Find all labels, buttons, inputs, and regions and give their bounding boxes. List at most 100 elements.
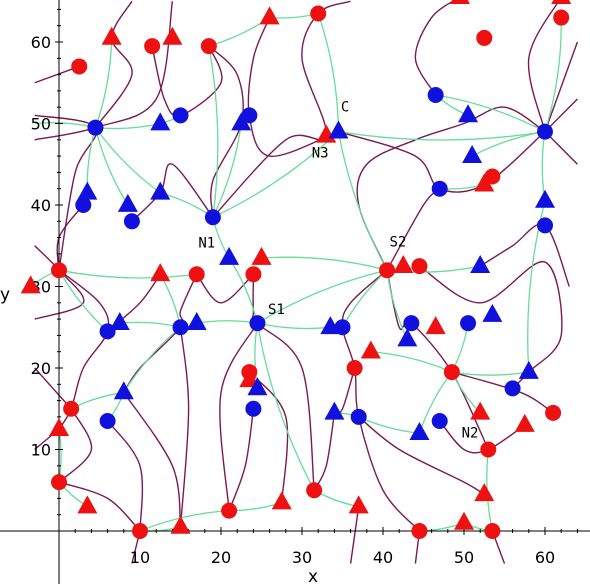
green-edge (119, 321, 181, 328)
blue-triangle-marker (247, 377, 268, 396)
node-label-layer: C N3 N1 S2 S1 N2 (198, 99, 478, 441)
red-triangle-marker (454, 511, 474, 530)
purple-curve (386, 188, 441, 271)
purple-curve (451, 371, 554, 414)
x-tick-label: 20 (211, 548, 231, 567)
red-circle-marker (545, 404, 562, 421)
purple-curve (248, 371, 289, 503)
purple-curve (358, 416, 485, 495)
red-triangle-marker (170, 515, 191, 534)
y-tick-label: 10 (31, 441, 51, 460)
red-circle-marker (411, 258, 428, 275)
green-edge (256, 323, 315, 491)
purple-curve (219, 322, 259, 511)
x-axis-title: x (308, 567, 318, 584)
blue-triangle-marker (518, 360, 539, 379)
y-tick-label: 60 (31, 33, 51, 52)
red-circle-marker (443, 364, 460, 381)
blue-circle-marker (172, 107, 189, 124)
blue-triangle-marker (470, 254, 491, 273)
green-edge (208, 17, 270, 47)
red-triangle-marker (150, 263, 171, 282)
green-edge (338, 131, 546, 141)
blue-circle-marker (204, 209, 221, 226)
purple-curve (131, 163, 214, 222)
blue-triangle-marker (482, 303, 503, 322)
blue-triangle-marker (117, 193, 138, 212)
red-triangle-marker (251, 246, 272, 265)
red-circle-marker (132, 523, 148, 539)
red-circle-marker (553, 9, 570, 26)
green-edge (370, 351, 453, 373)
node-label-s1: S1 (268, 302, 285, 318)
red-triangle-marker (49, 417, 69, 436)
purple-curve (544, 41, 579, 132)
x-axis-ticks: 10 20 30 40 50 60 (74, 527, 578, 567)
red-circle-marker (480, 441, 497, 458)
purple-curve (196, 273, 254, 304)
marker-layer (20, 0, 572, 539)
red-triangle-marker (393, 254, 414, 273)
blue-circle-marker (427, 86, 444, 103)
green-edge (123, 326, 181, 393)
blue-circle-marker (99, 412, 116, 429)
green-edge (196, 320, 258, 324)
red-circle-marker (51, 474, 67, 491)
blue-circle-marker (537, 123, 553, 140)
x-tick-label: 50 (454, 548, 474, 567)
purple-curve (58, 481, 141, 532)
green-edge (212, 131, 339, 218)
purple-curve (123, 392, 182, 528)
node-label-s2: S2 (389, 235, 406, 251)
red-triangle-marker (360, 340, 381, 359)
purple-curve (34, 367, 72, 410)
red-triangle-marker (470, 401, 491, 420)
purple-curve (479, 223, 570, 287)
red-circle-marker (476, 29, 493, 46)
purple-curve (212, 0, 351, 218)
blue-circle-marker (403, 315, 420, 332)
x-tick-label: 40 (373, 548, 393, 567)
blue-triangle-marker (535, 189, 555, 208)
purple-curve (313, 412, 336, 491)
red-circle-marker (484, 168, 501, 185)
red-triangle-marker (474, 483, 495, 502)
red-circle-marker (51, 262, 67, 279)
red-circle-marker (411, 523, 428, 539)
red-circle-marker (484, 523, 501, 539)
red-circle-marker (200, 38, 217, 55)
red-triangle-marker (348, 495, 369, 514)
red-circle-marker (188, 266, 205, 283)
purple-curve (94, 0, 133, 128)
red-triangle-marker (239, 369, 260, 388)
red-triangle-marker (77, 495, 98, 514)
red-triangle-marker (20, 275, 41, 294)
x-tick-label: 60 (535, 548, 555, 567)
red-triangle-marker (449, 0, 470, 5)
purple-curve (34, 1, 174, 141)
blue-triangle-marker (462, 144, 483, 163)
green-edge (58, 269, 197, 279)
blue-circle-marker (172, 319, 189, 336)
blue-triangle-marker (150, 112, 171, 131)
red-triangle-marker (474, 173, 495, 192)
blue-circle-marker (431, 412, 448, 429)
green-edge (471, 131, 546, 157)
purple-curve-layer (34, 0, 579, 564)
purple-curve (58, 408, 93, 483)
red-circle-marker (63, 400, 80, 417)
green-edge (317, 13, 340, 132)
green-edge (159, 273, 182, 328)
blue-triangle-marker (231, 112, 252, 131)
green-edge (261, 256, 388, 271)
purple-curve (349, 506, 360, 564)
blue-circle-marker (504, 380, 521, 397)
green-edge (386, 270, 408, 340)
purple-curve (419, 261, 563, 389)
blue-circle-marker (245, 400, 262, 417)
blue-triangle-marker (113, 381, 134, 400)
green-edge (94, 37, 113, 128)
y-axis-title: y (0, 285, 10, 305)
red-triangle-marker (514, 413, 535, 432)
blue-circle-marker (537, 217, 553, 234)
